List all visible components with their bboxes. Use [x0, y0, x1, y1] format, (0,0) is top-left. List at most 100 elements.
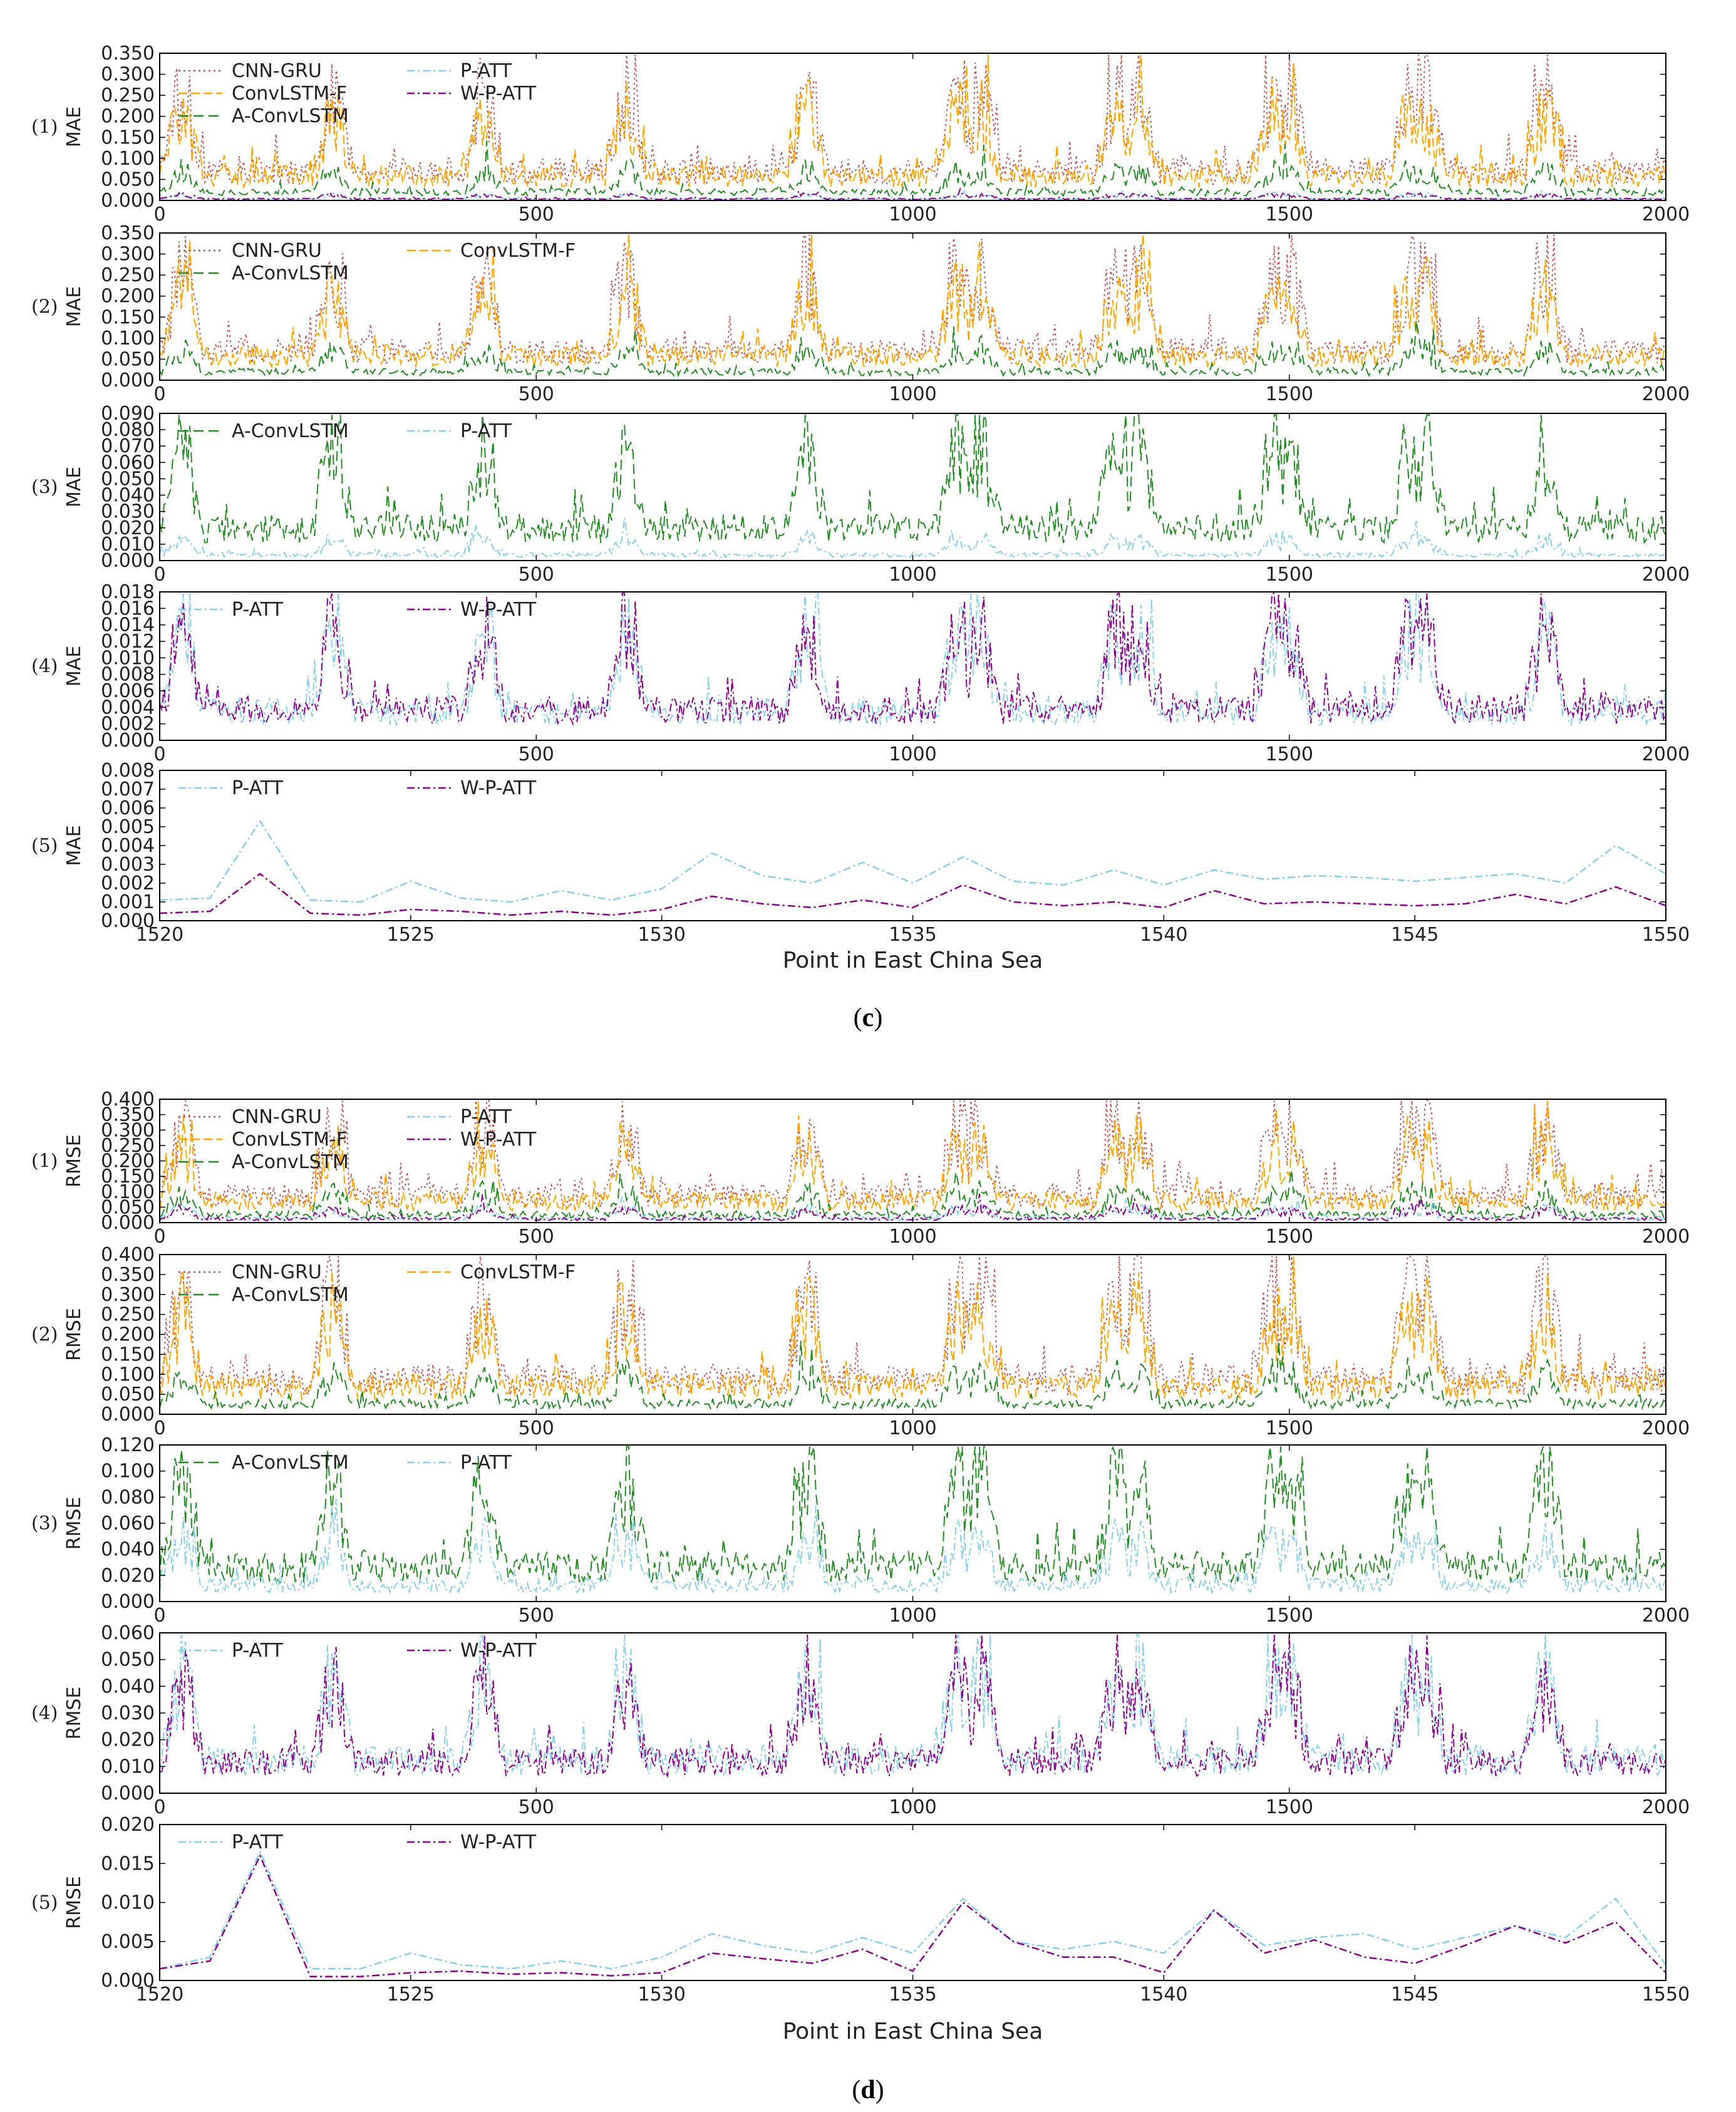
- y-tick-label: 0.200: [101, 1324, 155, 1346]
- x-tick-label: 1530: [638, 924, 685, 946]
- series-line-p-att: [160, 1633, 1666, 1778]
- y-tick-label: 0.000: [101, 910, 155, 932]
- legend: P-ATT W-P-ATT: [178, 1831, 537, 1853]
- panel-1: 0.0000.0500.1000.1500.2000.2500.3000.350…: [31, 1089, 1690, 1248]
- y-axis-label: RMSE: [63, 1308, 85, 1361]
- y-tick-label: 0.012: [101, 631, 155, 653]
- x-tick-label: 2000: [1642, 204, 1690, 225]
- y-tick-label: 0.200: [101, 286, 155, 308]
- legend-label-p-att: P-ATT: [460, 1106, 512, 1128]
- legend: A-ConvLSTM P-ATT: [178, 1452, 512, 1474]
- series-line-cnn-gru: [160, 53, 1666, 187]
- figure-c: 0.0000.0500.1000.1500.2000.2500.3000.350…: [31, 43, 1690, 973]
- y-tick-label: 0.080: [101, 419, 155, 441]
- y-tick-label: 0.016: [101, 598, 155, 619]
- x-tick-label: 2000: [1642, 1605, 1690, 1627]
- x-tick-label: 500: [519, 1417, 554, 1439]
- y-tick-label: 0.100: [101, 148, 155, 170]
- y-tick-label: 0.000: [101, 1783, 155, 1804]
- x-tick-label: 500: [519, 564, 554, 586]
- y-tick-label: 0.040: [101, 1539, 155, 1561]
- y-tick-label: 0.150: [101, 1343, 155, 1365]
- x-tick-label: 1535: [889, 1984, 936, 2006]
- x-tick-label: 1545: [1391, 1984, 1439, 2006]
- legend-label-a-convlstm: A-ConvLSTM: [232, 420, 349, 442]
- plot-frame: [159, 413, 1666, 561]
- y-tick-label: 0.050: [101, 468, 155, 490]
- x-tick-label: 0: [153, 383, 165, 405]
- x-tick-label: 1000: [889, 1417, 936, 1439]
- y-tick-label: 0.006: [101, 797, 155, 819]
- x-tick-label: 500: [519, 743, 554, 765]
- series-line-w-p-att: [160, 1634, 1666, 1778]
- x-tick-label: 2000: [1642, 1226, 1690, 1248]
- y-tick-label: 0.400: [101, 1244, 155, 1266]
- y-tick-label: 0.003: [101, 854, 155, 876]
- series-line-a-convlstm: [160, 1169, 1666, 1220]
- panel-4: 0.0000.0020.0040.0060.0080.0100.0120.014…: [31, 581, 1690, 765]
- y-tick-label: 0.018: [101, 581, 155, 603]
- x-tick-label: 2000: [1642, 564, 1690, 586]
- plot-frame: [159, 1824, 1666, 1981]
- panel-row-label: (4): [31, 1702, 58, 1724]
- legend-label-cnn-gru: CNN-GRU: [232, 60, 322, 82]
- x-tick-label: 1000: [889, 204, 936, 225]
- y-tick-label: 0.002: [101, 713, 155, 735]
- legend-label-w-p-att: W-P-ATT: [460, 1640, 537, 1662]
- panel-2: 0.0000.0500.1000.1500.2000.2500.3000.350…: [31, 1244, 1690, 1439]
- legend-label-a-convlstm: A-ConvLSTM: [232, 105, 349, 127]
- y-tick-label: 0.030: [101, 1702, 155, 1724]
- legend-label-convlstm-f: ConvLSTM-F: [232, 1129, 347, 1151]
- y-tick-label: 0.005: [101, 1931, 155, 1953]
- y-tick-label: 0.350: [101, 222, 155, 244]
- y-tick-label: 0.350: [101, 1264, 155, 1286]
- x-tick-label: 0: [153, 1605, 165, 1627]
- y-tick-label: 0.014: [101, 614, 155, 636]
- x-tick-label: 1520: [136, 1984, 183, 2006]
- y-tick-label: 0.005: [101, 816, 155, 838]
- y-tick-label: 0.350: [101, 1104, 155, 1126]
- panel-row-label: (4): [31, 656, 58, 678]
- x-tick-label: 1000: [889, 564, 936, 586]
- x-tick-label: 0: [153, 204, 165, 225]
- panel-5: 0.0000.0010.0020.0030.0040.0050.0060.007…: [31, 760, 1690, 946]
- y-tick-label: 0.007: [101, 779, 155, 800]
- legend-label-convlstm-f: ConvLSTM-F: [460, 240, 576, 262]
- legend-label-convlstm-f: ConvLSTM-F: [232, 83, 347, 105]
- x-tick-label: 1525: [387, 924, 435, 946]
- series-line-w-p-att: [160, 593, 1666, 727]
- y-tick-label: 0.015: [101, 1853, 155, 1875]
- y-tick-label: 0.300: [101, 64, 155, 86]
- x-tick-label: 0: [153, 1226, 165, 1248]
- x-tick-label: 2000: [1642, 383, 1690, 405]
- y-tick-label: 0.002: [101, 872, 155, 894]
- y-tick-label: 0.020: [101, 1814, 155, 1836]
- y-tick-label: 0.050: [101, 1196, 155, 1218]
- y-tick-label: 0.200: [101, 106, 155, 128]
- caption-c: (c): [854, 1003, 883, 1032]
- series-lines: [160, 233, 1666, 378]
- y-tick-label: 0.050: [101, 1384, 155, 1405]
- y-tick-label: 0.010: [101, 647, 155, 669]
- series-lines: [160, 53, 1666, 200]
- y-tick-label: 0.060: [101, 1622, 155, 1644]
- legend-label-p-att: P-ATT: [232, 1640, 284, 1662]
- y-axis-label: MAE: [63, 825, 85, 866]
- y-tick-label: 0.000: [101, 370, 155, 391]
- x-tick-label: 1500: [1266, 1417, 1313, 1439]
- series-line-convlstm-f: [160, 234, 1666, 370]
- y-tick-label: 0.300: [101, 244, 155, 266]
- legend-label-a-convlstm: A-ConvLSTM: [232, 1452, 349, 1474]
- legend-label-a-convlstm: A-ConvLSTM: [232, 1284, 349, 1306]
- legend-label-w-p-att: W-P-ATT: [460, 83, 537, 105]
- y-tick-label: 0.350: [101, 43, 155, 65]
- y-axis-label: RMSE: [63, 1134, 85, 1188]
- y-axis-label: RMSE: [63, 1497, 85, 1550]
- legend-label-w-p-att: W-P-ATT: [460, 1129, 537, 1151]
- x-tick-label: 1000: [889, 1796, 936, 1818]
- series-line-convlstm-f: [160, 1256, 1666, 1402]
- y-axis-label: RMSE: [63, 1687, 85, 1740]
- series-lines: [160, 1633, 1666, 1778]
